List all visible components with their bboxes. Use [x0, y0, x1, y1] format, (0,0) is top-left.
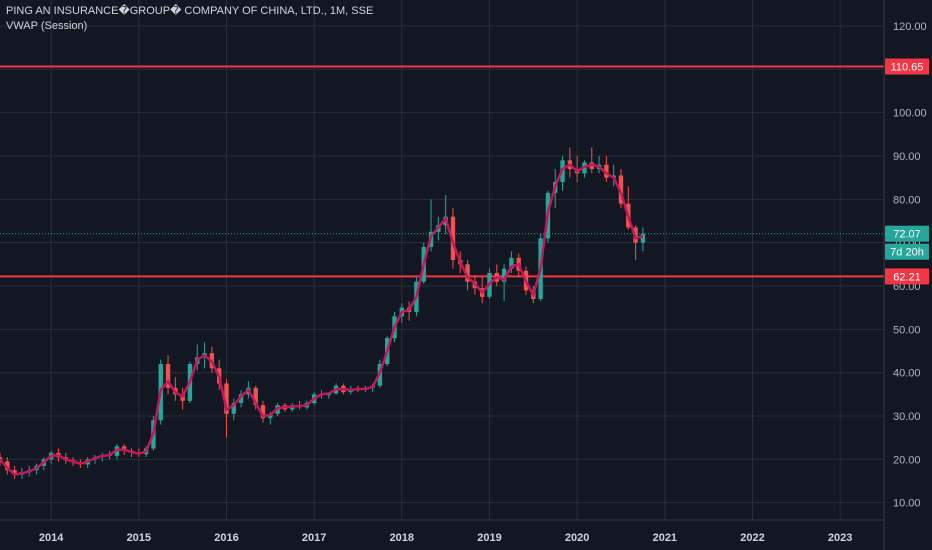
symbol-title[interactable]: PING AN INSURANCE�GROUP� COMPANY OF CHIN…	[6, 5, 374, 17]
vwap-line	[0, 163, 644, 476]
candle-body	[224, 383, 229, 414]
y-tick-label: 30.00	[893, 411, 921, 423]
last-price-tag	[885, 225, 929, 242]
candle-body	[604, 164, 609, 178]
countdown-label: 7d 20h	[890, 247, 924, 259]
candle-body	[238, 394, 244, 403]
y-tick-label: 50.00	[893, 324, 921, 336]
candle-body	[5, 461, 10, 471]
y-tick-label: 100.00	[893, 108, 927, 120]
candle-body	[640, 233, 646, 243]
y-tick-label: 40.00	[893, 368, 921, 380]
x-tick-label: 2021	[653, 532, 677, 544]
candle-body	[253, 387, 258, 406]
indicator-label[interactable]: VWAP (Session)	[6, 20, 88, 32]
x-tick-label: 2022	[740, 532, 764, 544]
x-tick-label: 2017	[302, 532, 326, 544]
x-tick-label: 2019	[477, 532, 501, 544]
candle-body	[122, 446, 127, 451]
grid	[0, 0, 884, 520]
x-tick-label: 2015	[127, 532, 151, 544]
x-tick-label: 2023	[828, 532, 852, 544]
horizontal-lines[interactable]	[0, 65, 884, 278]
candle-body	[618, 175, 624, 204]
x-tick-label: 2020	[565, 532, 589, 544]
candle-body	[501, 268, 507, 282]
candle-body	[12, 470, 17, 475]
price-tags: 110.65 62.21 72.07 7d 20h	[885, 58, 929, 285]
y-tick-label: 80.00	[893, 194, 921, 206]
candle-body	[231, 403, 236, 414]
candle-body	[465, 264, 470, 282]
hline-price-tag	[885, 58, 929, 75]
hline-price-label: 110.65	[891, 62, 924, 74]
y-tick-label: 20.00	[893, 454, 921, 466]
countdown-tag	[885, 243, 929, 260]
candles	[0, 147, 646, 479]
hline-price-tag	[885, 268, 929, 285]
y-tick-label: 90.00	[893, 151, 921, 163]
last-price-label: 72.07	[893, 229, 921, 241]
x-tick-label: 2014	[39, 532, 64, 544]
candle-body	[260, 405, 266, 419]
hline-price-label: 62.21	[893, 271, 921, 283]
y-tick-label: 120.00	[893, 21, 927, 33]
chart-legend: PING AN INSURANCE�GROUP� COMPANY OF CHIN…	[6, 4, 373, 34]
y-tick-label: 10.00	[893, 498, 921, 510]
candle-body	[509, 257, 514, 269]
x-tick-label: 2016	[214, 532, 238, 544]
x-tick-label: 2018	[390, 532, 414, 544]
candle-body	[165, 364, 171, 388]
